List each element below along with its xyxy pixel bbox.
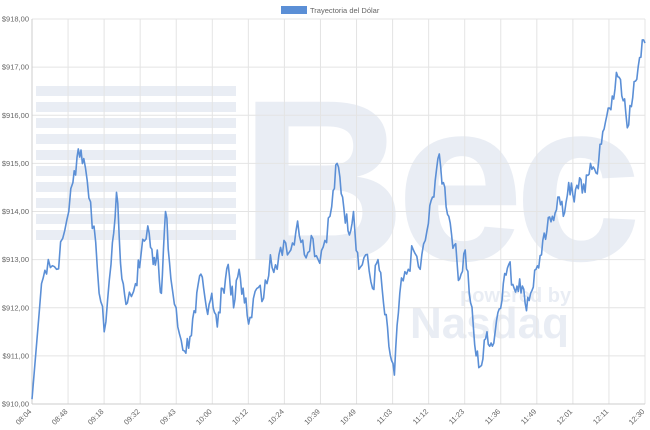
x-tick-label: 11:03: [375, 407, 394, 426]
x-tick-label: 12:11: [591, 407, 610, 426]
x-tick-label: 11:36: [483, 407, 502, 426]
y-tick-label: $916,00: [2, 111, 29, 120]
x-tick-label: 10:12: [230, 407, 250, 427]
x-tick-label: 10:39: [302, 407, 322, 427]
powered-by-watermark-text: powered by: [460, 285, 572, 307]
y-tick-label: $913,00: [2, 255, 29, 264]
x-tick-label: 10:24: [266, 407, 286, 427]
x-tick-label: 12:01: [555, 407, 575, 427]
x-tick-label: 09:43: [158, 407, 178, 427]
bec-stripes-logo: [36, 86, 236, 240]
x-tick-label: 11:12: [411, 407, 430, 426]
x-tick-label: 10:00: [194, 407, 214, 427]
y-tick-label: $915,00: [2, 159, 29, 168]
x-tick-label: 09:32: [122, 407, 142, 427]
legend-swatch: [281, 6, 307, 14]
x-tick-label: 10:49: [338, 407, 358, 427]
x-axis-ticks: 08:04 08:48 09:18 09:32 09:43 10:00 10:12 10:24…: [14, 407, 647, 427]
y-tick-label: $912,00: [2, 303, 29, 312]
bec-watermark: Bec Nasdaq powered by: [36, 52, 646, 348]
y-tick-label: $911,00: [2, 351, 29, 360]
axes: [31, 19, 645, 405]
x-tick-label: 08:04: [14, 407, 34, 427]
legend[interactable]: Trayectoria del Dólar: [281, 6, 380, 15]
y-tick-label: $914,00: [2, 207, 29, 216]
series-line-dolar: [31, 39, 646, 400]
y-tick-label: $918,00: [2, 15, 29, 24]
y-tick-label: $910,00: [2, 400, 29, 409]
nasdaq-watermark-text: Nasdaq: [410, 299, 569, 348]
x-tick-label: 11:23: [447, 407, 466, 426]
bec-watermark-text: Bec: [240, 52, 636, 309]
x-tick-label: 08:48: [50, 407, 70, 427]
x-tick-label: 09:18: [86, 407, 106, 427]
x-tick-label: 12:30: [627, 407, 647, 427]
legend-label: Trayectoria del Dólar: [310, 6, 380, 15]
y-axis-ticks: $910,00 $911,00 $912,00 $913,00 $914,00 $915,…: [2, 15, 29, 409]
y-tick-label: $917,00: [2, 63, 29, 72]
x-tick-label: 11:49: [519, 407, 538, 426]
